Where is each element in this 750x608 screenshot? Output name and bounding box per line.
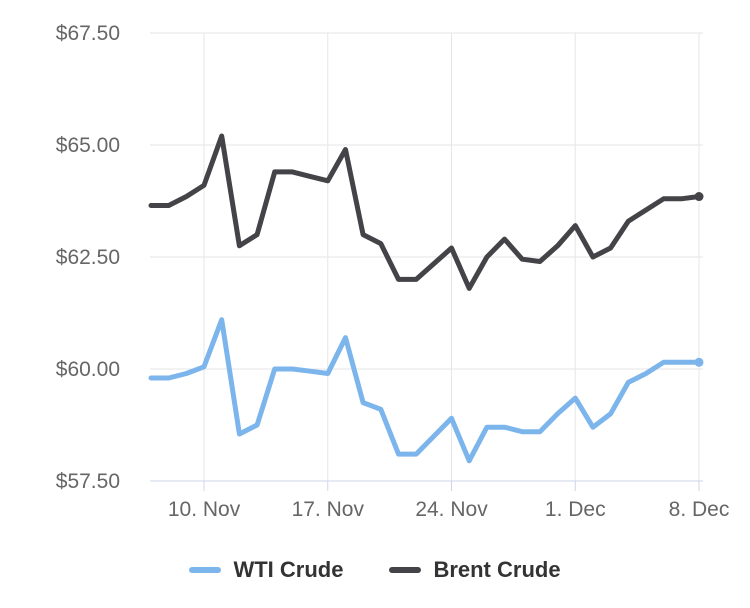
y-axis-tick-label: $65.00 <box>56 134 120 157</box>
y-axis-tick-label: $57.50 <box>56 470 120 493</box>
series-line-wti-crude[interactable] <box>148 317 702 464</box>
x-axis-tick-label: 24. Nov <box>415 498 488 521</box>
legend-label-brent-crude: Brent Crude <box>433 557 561 582</box>
chart-plot-area: $57.50 $60.00 $62.50 $65.00 $67.50 10. Nov 17.… <box>56 22 730 521</box>
y-axis-tick-label: $67.50 <box>56 22 120 45</box>
series-line-brent-crude[interactable] <box>148 133 702 291</box>
legend-item-brent-crude[interactable]: Brent Crude <box>389 557 561 583</box>
x-axis-tick-label: 1. Dec <box>545 498 606 521</box>
x-axis-tick-label: 17. Nov <box>292 498 365 521</box>
legend-item-wti-crude[interactable]: WTI Crude <box>189 557 343 583</box>
y-axis-tick-label: $60.00 <box>56 358 120 381</box>
series-end-marker-wti-crude[interactable] <box>694 357 704 367</box>
chart-legend: WTI Crude Brent Crude <box>0 557 750 583</box>
series-end-marker-brent-crude[interactable] <box>694 192 704 202</box>
wti-crude-line-swatch <box>189 567 222 574</box>
legend-label-wti-crude: WTI Crude <box>233 557 344 582</box>
brent-crude-line-swatch <box>389 567 422 574</box>
x-axis-tick-label: 8. Dec <box>669 498 730 521</box>
y-axis-tick-label: $62.50 <box>56 246 120 269</box>
x-axis-tick-label: 10. Nov <box>168 498 241 521</box>
